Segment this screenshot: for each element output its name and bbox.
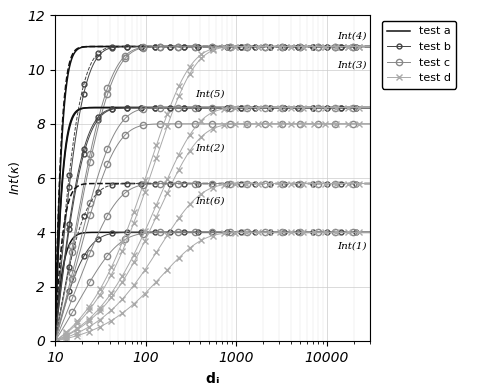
Line: test b: test b bbox=[52, 230, 372, 343]
test a bbox=[52, 339, 58, 343]
test a bbox=[292, 230, 298, 235]
test c bbox=[52, 339, 58, 343]
test b bbox=[72, 275, 78, 279]
Text: Int(4): Int(4) bbox=[337, 31, 366, 40]
test c bbox=[72, 307, 78, 311]
test a bbox=[367, 230, 373, 235]
test a bbox=[253, 230, 259, 235]
test b bbox=[292, 230, 298, 235]
Text: Int(5): Int(5) bbox=[195, 90, 224, 98]
Line: test d: test d bbox=[52, 229, 373, 344]
test a bbox=[72, 235, 78, 239]
test c bbox=[367, 230, 373, 235]
test d bbox=[324, 230, 330, 235]
test c bbox=[236, 230, 242, 235]
Text: Int(3): Int(3) bbox=[337, 61, 366, 70]
test d bbox=[252, 230, 258, 235]
test c bbox=[219, 230, 225, 235]
test d bbox=[243, 230, 249, 235]
test c bbox=[244, 230, 250, 235]
Line: test a: test a bbox=[55, 232, 370, 341]
test b bbox=[324, 230, 330, 235]
test b bbox=[183, 230, 189, 235]
test d bbox=[367, 230, 373, 235]
test b bbox=[52, 339, 58, 343]
Line: test c: test c bbox=[52, 229, 373, 344]
test d bbox=[52, 339, 58, 343]
Text: Int(6): Int(6) bbox=[195, 196, 224, 206]
test d bbox=[235, 230, 241, 235]
Legend: test a, test b, test c, test d: test a, test b, test c, test d bbox=[382, 21, 456, 88]
test d bbox=[72, 334, 78, 339]
X-axis label: $\mathbf{d_i}$: $\mathbf{d_i}$ bbox=[205, 370, 220, 383]
test b bbox=[367, 230, 373, 235]
test a bbox=[136, 230, 142, 235]
test b bbox=[236, 230, 242, 235]
Text: Int(2): Int(2) bbox=[195, 144, 224, 153]
test d bbox=[291, 230, 297, 235]
test a bbox=[236, 230, 242, 235]
test c bbox=[324, 230, 330, 235]
test b bbox=[253, 230, 259, 235]
test c bbox=[292, 230, 298, 235]
test b bbox=[244, 230, 250, 235]
test a bbox=[244, 230, 250, 235]
test a bbox=[324, 230, 330, 235]
test c bbox=[253, 230, 259, 235]
Text: Int(1): Int(1) bbox=[337, 241, 366, 250]
test d bbox=[302, 230, 308, 235]
Y-axis label: $\mathit{Int}(\kappa)$: $\mathit{Int}(\kappa)$ bbox=[7, 161, 22, 195]
